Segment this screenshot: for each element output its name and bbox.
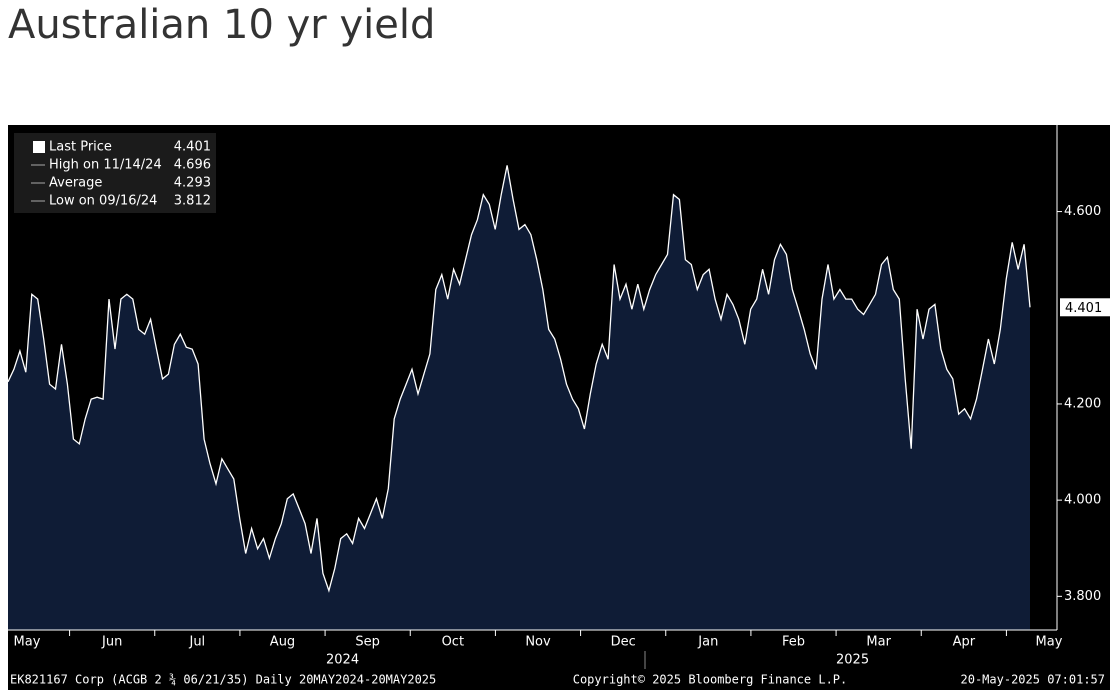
legend-box — [14, 133, 216, 213]
legend-value: 4.696 — [174, 158, 211, 173]
year-label: 2024 — [326, 653, 359, 668]
x-tick-label: May — [14, 635, 41, 650]
y-tick-label: 4.000 — [1064, 493, 1101, 508]
x-tick-label: Sep — [355, 635, 380, 650]
legend-swatch — [33, 141, 45, 153]
x-tick-label: Feb — [782, 635, 805, 650]
y-tick-label: 4.600 — [1064, 204, 1101, 219]
x-tick-label: Jul — [188, 635, 205, 650]
legend-value: 4.293 — [174, 176, 211, 191]
x-tick-label: Mar — [866, 635, 891, 650]
legend-value: 4.401 — [174, 140, 211, 155]
plot — [7, 165, 1031, 630]
legend-label: Average — [49, 176, 102, 191]
x-tick-label: Nov — [525, 635, 551, 650]
area — [8, 165, 1030, 630]
footer-right: 20-May-2025 07:01:57 — [961, 673, 1106, 687]
legend-label: High on 11/14/24 — [49, 158, 162, 173]
x-tick-label: Jun — [101, 635, 122, 650]
line — [7, 165, 1031, 593]
x-tick-label: Aug — [270, 635, 295, 650]
last-price-label: 4.401 — [1065, 301, 1102, 316]
x-tick-label: Apr — [953, 635, 976, 650]
footer-center: Copyright© 2025 Bloomberg Finance L.P. — [573, 673, 848, 687]
legend-value: 3.812 — [174, 194, 211, 209]
footer-left: EK821167 Corp (ACGB 2 ¾ 06/21/35) Daily … — [10, 673, 436, 687]
x-tick-label: Oct — [442, 635, 464, 650]
legend-label: Last Price — [49, 140, 112, 155]
x-tick-label: Dec — [611, 635, 636, 650]
x-tick-label: May — [1036, 635, 1063, 650]
y-tick-label: 3.800 — [1064, 589, 1101, 604]
legend: Last Price 4.401 High on 11/14/24 4.696 Aver… — [31, 140, 211, 209]
year-label: 2025 — [836, 653, 869, 668]
y-tick-label: 4.200 — [1064, 396, 1101, 411]
chart-title: Australian 10 yr yield — [8, 2, 435, 48]
x-tick-label: Jan — [697, 635, 718, 650]
last-price-box — [1060, 298, 1110, 317]
legend-label: Low on 09/16/24 — [49, 194, 157, 209]
